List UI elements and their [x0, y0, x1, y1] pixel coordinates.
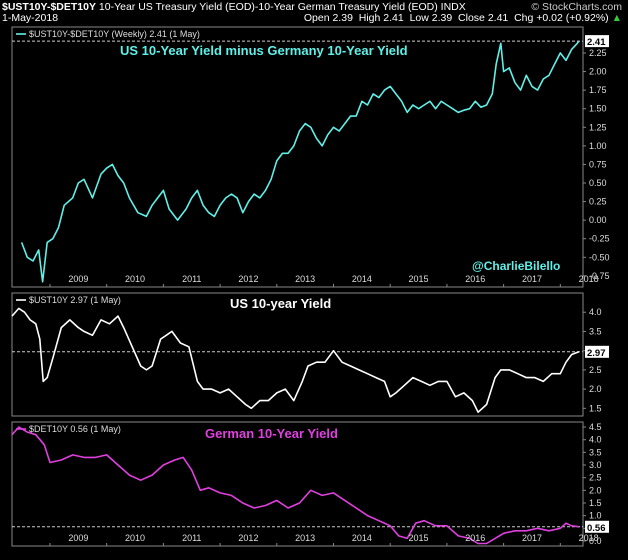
high-value: 2.41: [383, 12, 404, 24]
chart-header-line1: $UST10Y-$DET10Y 10-Year US Treasury Yiel…: [0, 1, 628, 13]
x-axis-top: 2009 2010 2011 2012 2013 2014 2015 2016 2017 2018: [49, 274, 599, 287]
x-tick-label: 2017: [522, 533, 542, 543]
x-tick-label: 2018: [579, 533, 599, 543]
x-tick-label: 2009: [68, 533, 88, 543]
x-tick-label: 2018: [579, 274, 599, 284]
x-tick-label: 2012: [238, 274, 258, 284]
panel-title: German 10-Year Yield: [205, 426, 338, 441]
x-tick-label: 2012: [238, 533, 258, 543]
y-tick-label: 1.5: [589, 498, 602, 508]
y-tick-label: 2.5: [589, 473, 602, 483]
series-line: [11, 426, 580, 545]
y-tick-label: 2.0: [589, 384, 602, 394]
y-tick-label: 1.75: [589, 85, 607, 95]
chart-header-line2: 1-May-2018 Open 2.39 High 2.41 Low 2.39 …: [0, 12, 628, 24]
symbol: $UST10Y-$DET10Y: [2, 1, 96, 13]
x-tick-label: 2009: [68, 274, 88, 284]
legend: $UST10Y 2.97 (1 May): [16, 295, 121, 305]
panel-2: 1.52.02.53.03.54.02.97$UST10Y 2.97 (1 Ma…: [11, 292, 609, 417]
legend: $UST10Y-$DET10Y (Weekly) 2.41 (1 May): [16, 29, 200, 39]
y-tick-label: 4.0: [589, 307, 602, 317]
last-value-box: [585, 35, 609, 48]
x-tick-label: 2017: [522, 274, 542, 284]
y-tick-label: -0.50: [589, 252, 610, 262]
last-value-text: 2.41: [587, 37, 606, 48]
last-value-label: 2.41: [585, 35, 609, 48]
low-value: 2.39: [431, 12, 453, 24]
chg-value: +0.02 (+0.92%): [536, 12, 609, 24]
legend: $DET10Y 0.56 (1 May): [16, 424, 121, 434]
watermark: © StockCharts.com: [531, 1, 622, 13]
series-line: [20, 40, 580, 283]
last-value-box: [585, 520, 609, 533]
x-tick-label: 2011: [182, 533, 201, 543]
y-tick-label: 4.0: [589, 435, 602, 445]
series-line: [11, 307, 580, 414]
last-value-text: 0.56: [587, 523, 606, 534]
x-tick-label: 2011: [182, 274, 201, 284]
last-value-label: 0.56: [585, 520, 609, 534]
legend-text: $UST10Y 2.97 (1 May): [29, 295, 121, 305]
y-tick-label: 3.0: [589, 460, 602, 470]
y-tick-label: 0.00: [589, 215, 607, 225]
x-tick-label: 2014: [352, 274, 372, 284]
panel-frame: [11, 421, 584, 547]
y-tick-label: 0.25: [589, 197, 607, 207]
y-tick-label: 3.5: [589, 447, 602, 457]
y-tick-label: -0.75: [589, 271, 610, 281]
close-value: 2.41: [487, 12, 509, 24]
y-tick-label: 2.25: [589, 48, 607, 58]
up-arrow-icon: ▲: [611, 12, 622, 24]
y-tick-label: 1.00: [589, 141, 607, 151]
date: 1-May-2018: [2, 12, 59, 24]
y-tick-label: 1.25: [589, 122, 607, 132]
panel-frame: [11, 26, 584, 288]
x-tick-label: 2013: [295, 533, 315, 543]
ohlc-summary: Open 2.39 High 2.41 Low 2.39 Close 2.41 …: [303, 12, 622, 24]
y-tick-label: 4.5: [589, 422, 602, 432]
y-tick-label: 0.75: [589, 159, 607, 169]
x-tick-label: 2014: [352, 533, 372, 543]
panel-3: 0.00.51.01.52.02.53.03.54.04.50.56$DET10…: [11, 421, 609, 547]
x-tick-label: 2015: [409, 533, 429, 543]
x-tick-label: 2015: [409, 274, 429, 284]
annotation: @CharlieBilello: [472, 259, 560, 273]
y-tick-label: 2.5: [589, 365, 602, 375]
panel-1: -0.75 -0.50 -0.25 0.00 0.25 0.50 0.75 1.00 1.25 1…: [11, 26, 610, 288]
x-tick-label: 2016: [465, 274, 485, 284]
y-tick-label: 3.5: [589, 326, 602, 336]
y-tick-label: 1.0: [589, 511, 602, 521]
y-tick-label: -0.25: [589, 234, 610, 244]
panel-title: US 10-year Yield: [230, 296, 331, 311]
y-tick-label: 1.50: [589, 104, 607, 114]
x-tick-label: 2010: [125, 274, 145, 284]
y-tick-label: 1.5: [589, 403, 602, 413]
symbol-description: 10-Year US Treasury Yield (EOD)-10-Year …: [98, 1, 438, 13]
x-tick-label: 2010: [125, 533, 145, 543]
x-tick-label: 2013: [295, 274, 315, 284]
exchange: INDX: [440, 1, 466, 13]
y-tick-label: 0.50: [589, 178, 607, 188]
x-tick-label: 2016: [465, 533, 485, 543]
last-value-label: 2.97: [585, 345, 609, 359]
x-axis-bottom: 2009 2010 2011 2012 2013 2014 2015 2016 2017 2018: [49, 533, 599, 546]
panel-title: US 10-Year Yield minus Germany 10-Year Y…: [120, 43, 408, 58]
legend-text: $DET10Y 0.56 (1 May): [29, 424, 121, 434]
y-tick-label: 0.0: [589, 536, 602, 546]
legend-text: $UST10Y-$DET10Y (Weekly) 2.41 (1 May): [29, 29, 200, 39]
open-value: 2.39: [332, 12, 353, 24]
y-tick-label: 2.00: [589, 67, 607, 77]
y-tick-label: 2.0: [589, 485, 602, 495]
last-value-text: 2.97: [587, 348, 606, 359]
last-value-box: [585, 345, 609, 358]
panel-frame: [11, 292, 584, 417]
